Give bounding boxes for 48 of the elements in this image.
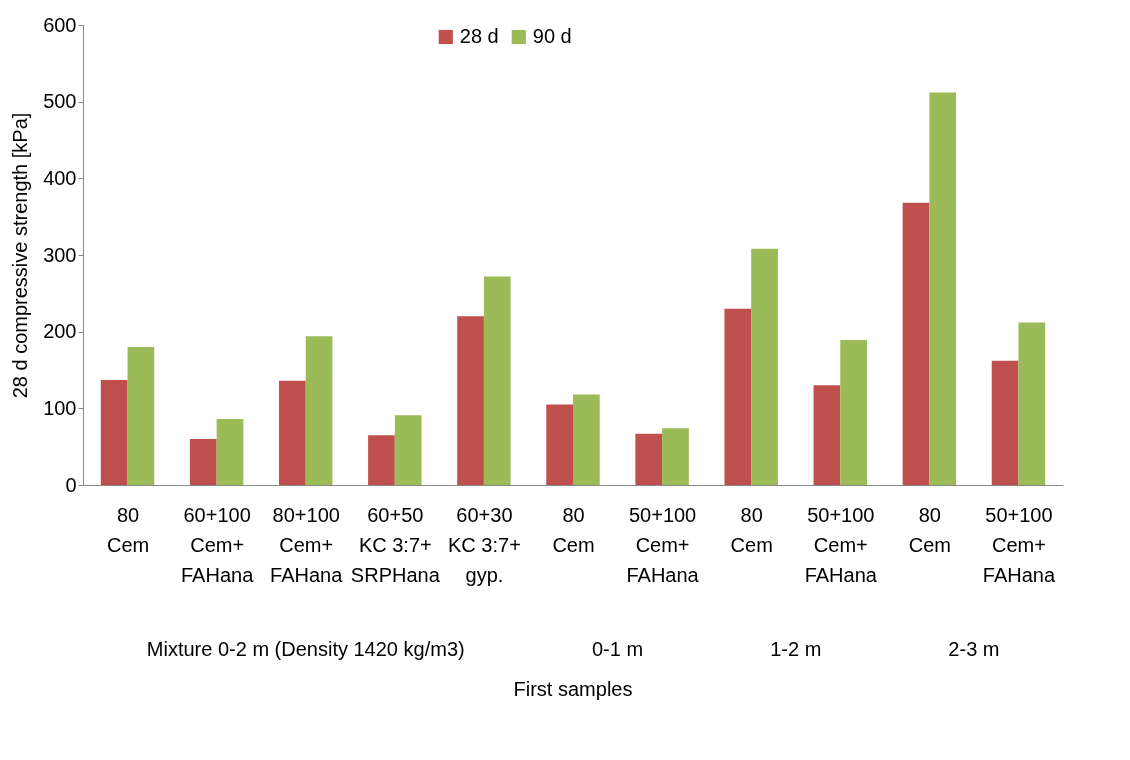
bar bbox=[1018, 322, 1046, 485]
bar bbox=[662, 428, 689, 485]
legend-label: 90 d bbox=[532, 25, 572, 47]
x-tick-label: 80 Cem bbox=[730, 503, 773, 556]
text: 2-3 m bbox=[948, 638, 1000, 660]
x-tick-label: 60+30 KC 3:7+ gyp. bbox=[448, 503, 521, 586]
bar bbox=[279, 380, 306, 485]
x-tick-label: 80 Cem bbox=[106, 503, 150, 556]
legend-label: 28 d bbox=[459, 25, 499, 47]
bar bbox=[305, 336, 333, 485]
text: Mixture 0-2 m (Density 1420 kg/m3) bbox=[146, 638, 465, 660]
bar bbox=[100, 379, 128, 485]
x-tick-label: 50+100 Cem+ FAHana bbox=[982, 503, 1056, 586]
x-tick-label: 60+100 Cem+ FAHana bbox=[181, 503, 255, 586]
text: 1-2 m bbox=[770, 638, 822, 660]
bar bbox=[573, 394, 600, 485]
bar bbox=[724, 308, 752, 485]
y-axis-title: 28 d compressive strength [kPa] bbox=[9, 112, 32, 399]
bar bbox=[902, 202, 930, 485]
x-tick-label: 50+100 Cem+ FAHana bbox=[626, 503, 700, 586]
bar bbox=[189, 439, 217, 485]
bar bbox=[394, 415, 422, 485]
bar bbox=[457, 316, 484, 485]
x-tick-label: 50+100 Cem+ FAHana bbox=[804, 503, 878, 586]
y-tick-label: 200 bbox=[43, 320, 77, 343]
bar bbox=[483, 276, 511, 485]
y-tick-label: 500 bbox=[43, 90, 77, 113]
bar bbox=[929, 92, 957, 485]
y-tick-label: 400 bbox=[43, 166, 77, 189]
bar bbox=[840, 340, 867, 485]
bar bbox=[216, 419, 244, 485]
x-tick-label: 80 Cem bbox=[552, 503, 595, 556]
x-axis-title: First samples bbox=[513, 678, 633, 700]
bar bbox=[546, 404, 573, 485]
y-tick-label: 100 bbox=[43, 396, 77, 419]
y-tick-label: 0 bbox=[65, 473, 77, 496]
text: 0-1 m bbox=[591, 638, 644, 660]
y-tick-label: 600 bbox=[43, 13, 77, 36]
bar bbox=[368, 435, 395, 485]
bar bbox=[991, 360, 1019, 485]
bar bbox=[751, 248, 778, 485]
x-tick-label: 60+50 KC 3:7+ SRPHana bbox=[350, 503, 441, 586]
x-tick-label: 80+100 Cem+ FAHana bbox=[270, 503, 344, 586]
x-tick-label: 80 Cem bbox=[908, 503, 951, 556]
bar bbox=[127, 347, 155, 485]
y-tick-label: 300 bbox=[43, 243, 77, 266]
bar bbox=[635, 433, 663, 485]
bar bbox=[813, 385, 841, 485]
